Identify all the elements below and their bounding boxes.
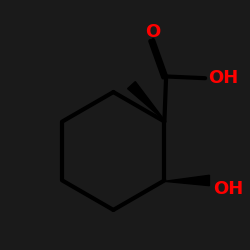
Polygon shape — [128, 82, 165, 121]
Polygon shape — [164, 175, 210, 186]
Text: OH: OH — [213, 180, 243, 198]
Text: OH: OH — [208, 69, 239, 87]
Text: O: O — [146, 23, 161, 41]
